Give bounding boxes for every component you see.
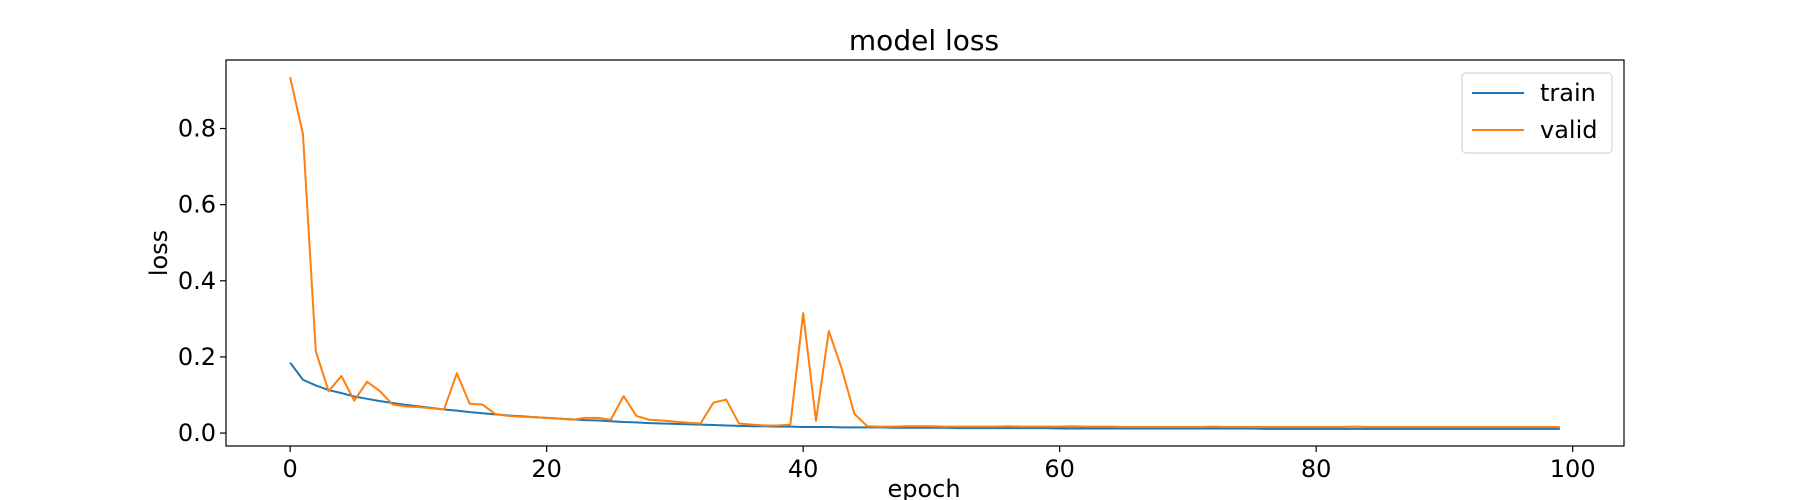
y-axis-label: loss <box>145 230 173 276</box>
chart-title: model loss <box>849 24 999 57</box>
y-tick-label: 0.6 <box>178 191 216 219</box>
y-tick-label: 0.2 <box>178 343 216 371</box>
x-tick-label: 100 <box>1550 455 1596 483</box>
y-tick-label: 0.8 <box>178 115 216 143</box>
legend-label-train: train <box>1540 79 1596 107</box>
plot-area-frame <box>225 59 1625 447</box>
x-tick-label: 40 <box>788 455 819 483</box>
y-tick-label: 0.4 <box>178 267 216 295</box>
x-axis-label: epoch <box>887 475 960 500</box>
x-axis: 0 20 40 60 80 100 <box>282 446 1596 483</box>
x-tick-label: 0 <box>282 455 297 483</box>
plot-lines-group <box>289 76 1560 430</box>
y-axis: 0.0 0.2 0.4 0.6 0.8 <box>178 115 226 447</box>
y-tick-label: 0.0 <box>178 419 216 447</box>
legend: train valid <box>1461 72 1613 154</box>
x-tick-label: 80 <box>1301 455 1332 483</box>
x-tick-label: 60 <box>1044 455 1075 483</box>
series-line-valid <box>289 76 1560 428</box>
legend-label-valid: valid <box>1540 116 1597 144</box>
x-tick-label: 20 <box>531 455 562 483</box>
